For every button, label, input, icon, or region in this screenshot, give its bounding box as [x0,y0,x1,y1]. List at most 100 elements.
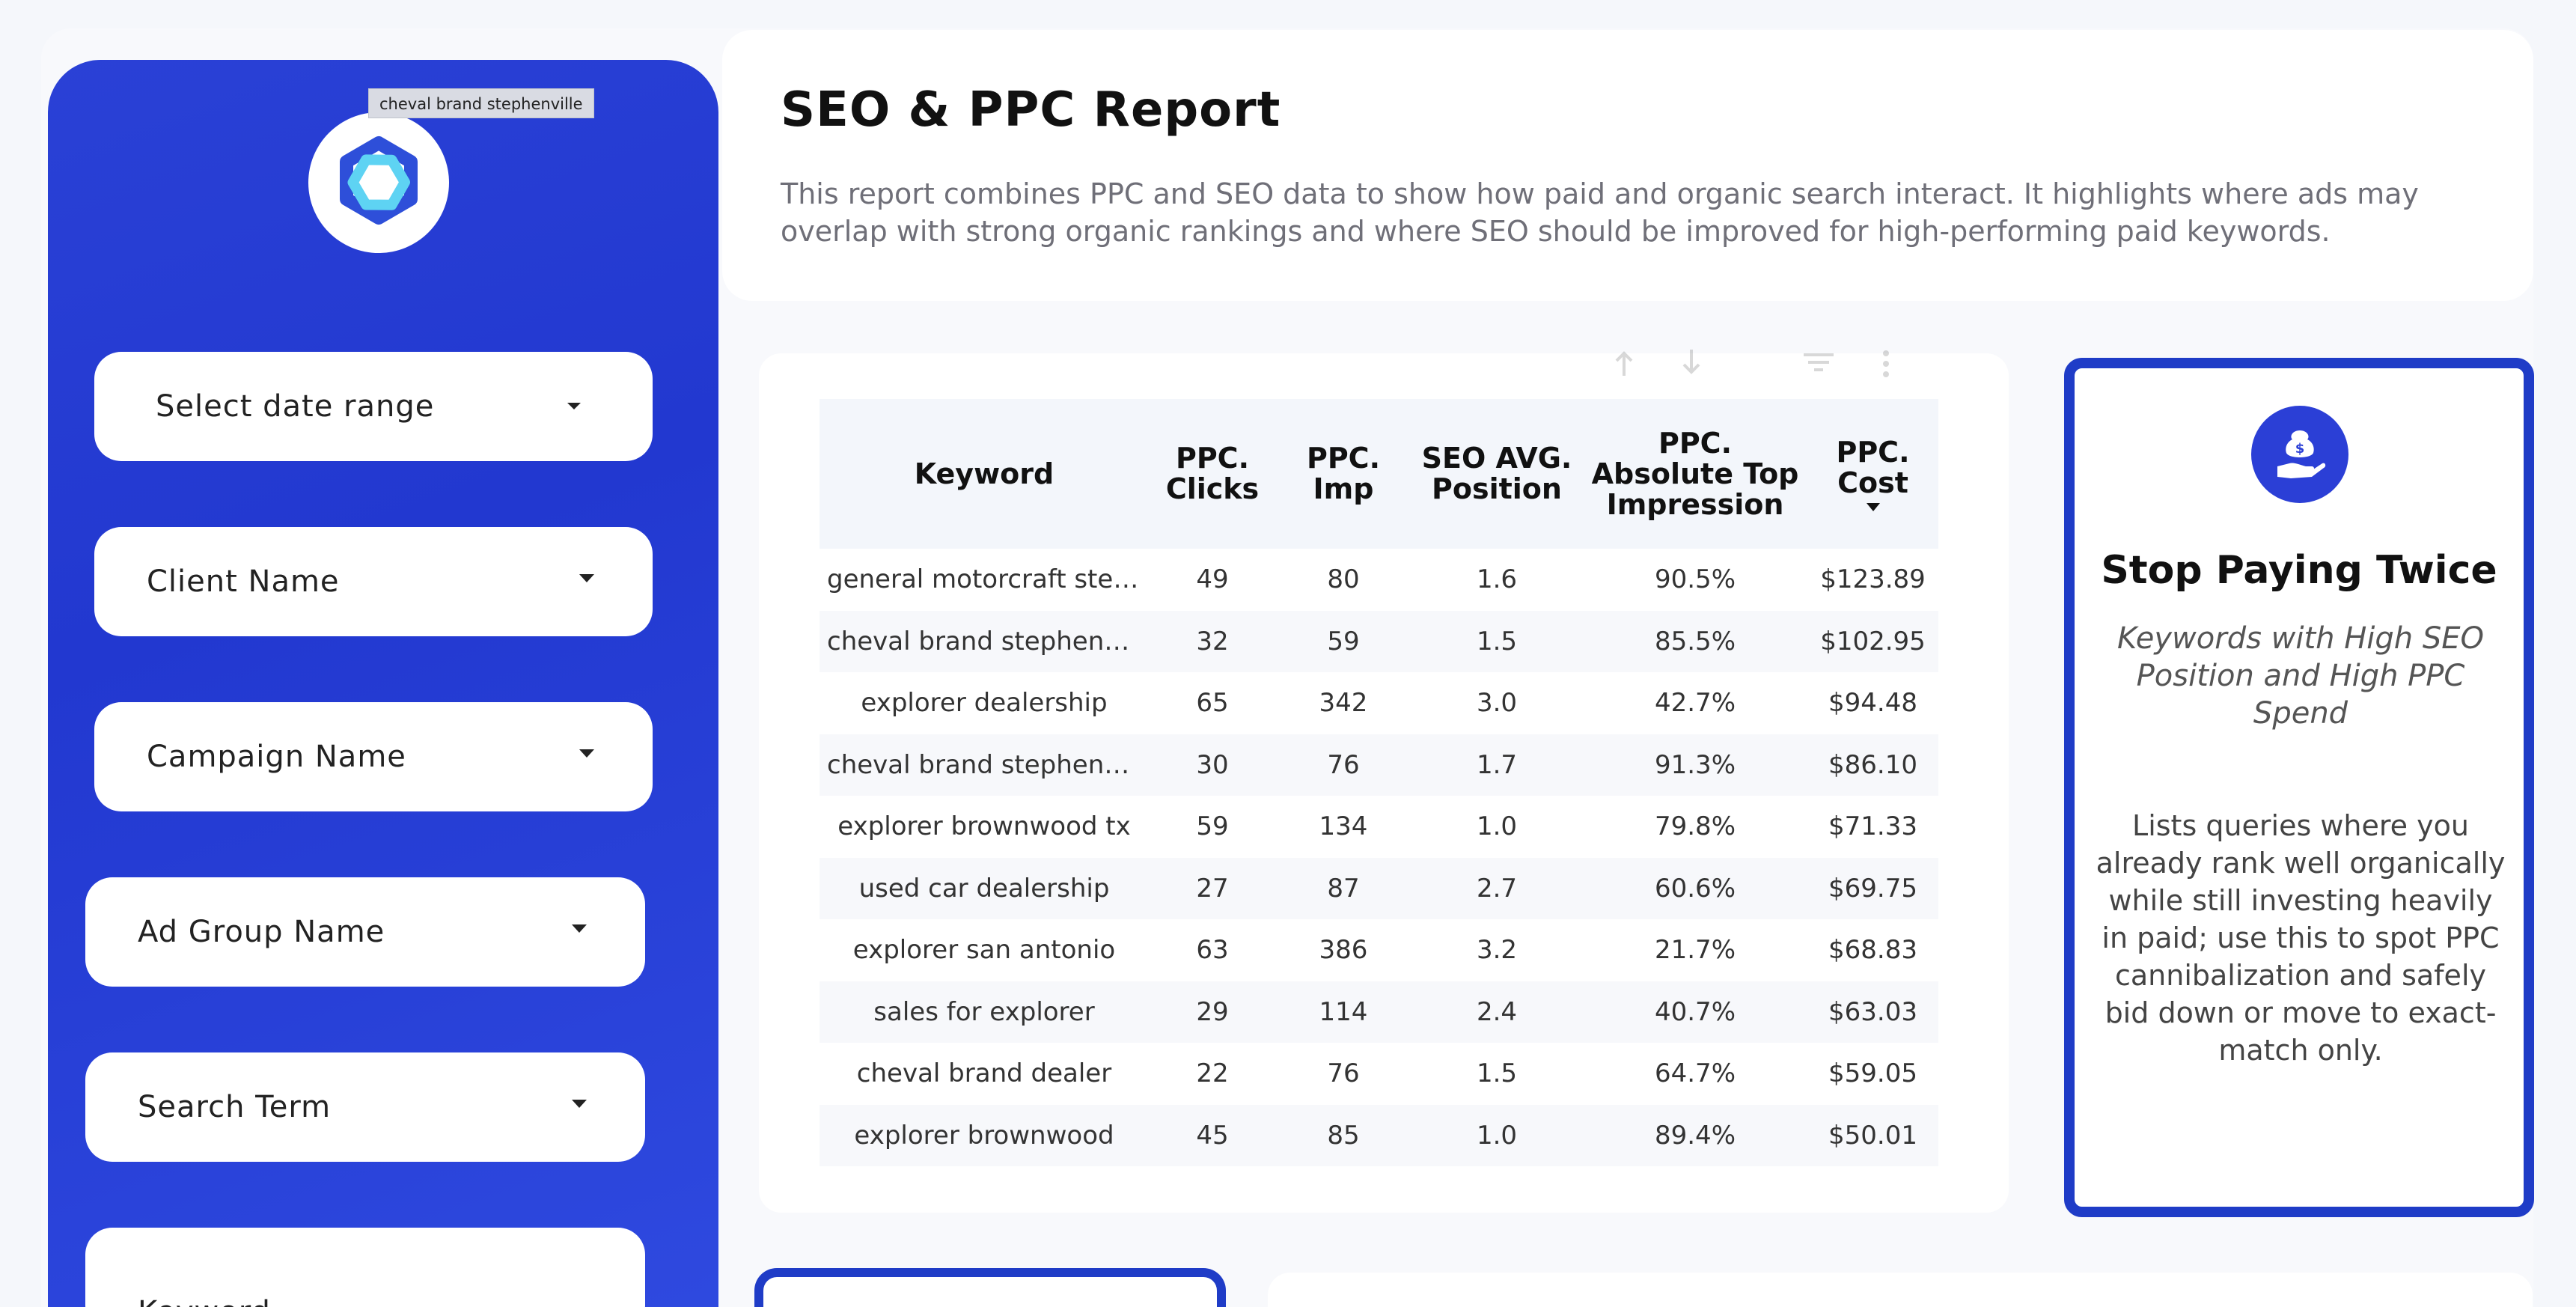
cell-seo-avg-position: 1.7 [1476,749,1518,780]
logo [308,112,449,253]
cell-ppc-imp: 80 [1327,564,1360,595]
table-row[interactable]: explorer brownwood tx 59 134 1.0 79.8% $71.33 [820,796,1938,858]
col-ppc-cost[interactable]: PPC. Cost [1807,399,1938,549]
cell-ppc-imp: 76 [1327,1058,1360,1089]
cell-seo-avg-position: 1.6 [1476,564,1518,595]
bottom-card-left [754,1268,1226,1307]
cell-ppc-abs-top: 64.7% [1654,1058,1736,1089]
table-row[interactable]: general motorcraft step... 49 80 1.6 90.5% $1… [820,549,1938,611]
cell-ppc-imp: 114 [1319,996,1368,1027]
date-range-select[interactable]: Select date range [94,352,653,461]
insight-body: Lists queries where you already rank wel… [2096,809,2506,1067]
cell-seo-avg-position: 1.0 [1476,811,1518,842]
table-row[interactable]: sales for explorer 29 114 2.4 40.7% $63.03 [820,981,1938,1043]
cell-ppc-clicks: 27 [1196,873,1229,904]
cell-ppc-clicks: 65 [1196,688,1229,719]
cell-ppc-clicks: 29 [1196,996,1229,1027]
cell-ppc-cost: $123.89 [1820,564,1926,595]
table-row[interactable]: cheval brand stephenvil... 30 76 1.7 91.3% $8… [820,734,1938,796]
client-name-label: Client Name [147,564,340,599]
cell-ppc-imp: 76 [1327,749,1360,780]
cell-seo-avg-position: 1.5 [1476,626,1518,656]
sort-desc-icon [1866,502,1880,511]
insight-subtitle: Keywords with High SEO Position and High… [2116,621,2485,731]
cell-keyword: explorer san antonio [852,935,1116,966]
table-toolbar-icons[interactable] [1609,346,1908,383]
table-row[interactable]: cheval brand stephenvil... 32 59 1.5 85.5% $1… [820,610,1938,672]
cell-keyword: explorer brownwood tx [837,811,1131,842]
keyword-select[interactable]: Keyword [85,1228,645,1307]
table-row[interactable]: explorer dealership 65 342 3.0 42.7% $94.48 [820,672,1938,734]
cell-keyword: explorer dealership [861,688,1108,719]
campaign-name-select[interactable]: Campaign Name [94,702,653,811]
cell-ppc-imp: 59 [1327,626,1360,656]
cell-ppc-abs-top: 89.4% [1654,1120,1736,1151]
cell-ppc-abs-top: 85.5% [1654,626,1736,656]
chevron-down-icon [567,403,581,409]
table-header-row: Keyword PPC. Clicks PPC. Imp SEO AVG. Po… [820,399,1938,549]
cell-keyword: cheval brand dealer [856,1058,1112,1089]
table-card [759,353,2009,1213]
cell-ppc-abs-top: 90.5% [1654,564,1736,595]
header-card [722,30,2533,301]
cell-ppc-clicks: 32 [1196,626,1229,656]
cell-ppc-clicks: 45 [1196,1120,1229,1151]
page-description: This report combines PPC and SEO data to… [781,177,2419,248]
keyword-table: Keyword PPC. Clicks PPC. Imp SEO AVG. Po… [820,399,1938,1166]
col-ppc-cost-label: PPC. Cost [1836,435,1910,499]
col-ppc-absolute-top-impression[interactable]: PPC. Absolute Top Impression [1591,426,1799,521]
cell-ppc-cost: $94.48 [1828,688,1917,719]
cell-ppc-imp: 342 [1319,688,1368,719]
cell-keyword: cheval brand stephenvil... [827,626,1149,656]
col-keyword[interactable]: Keyword [914,457,1054,490]
cell-ppc-cost: $69.75 [1828,873,1917,904]
cell-ppc-cost: $59.05 [1828,1058,1917,1089]
ad-group-name-select[interactable]: Ad Group Name [85,877,645,987]
cell-ppc-cost: $63.03 [1828,996,1917,1027]
table-row[interactable]: cheval brand dealer 22 76 1.5 64.7% $59.05 [820,1043,1938,1105]
client-name-select[interactable]: Client Name [94,527,653,636]
campaign-name-label: Campaign Name [147,740,406,774]
page-title: SEO & PPC Report [781,82,1281,138]
cell-keyword: general motorcraft step... [827,564,1149,595]
cell-ppc-clicks: 49 [1196,564,1229,595]
insight-title: Stop Paying Twice [2101,548,2497,593]
cell-ppc-abs-top: 91.3% [1654,749,1736,780]
cell-seo-avg-position: 2.4 [1476,996,1518,1027]
table-row[interactable]: explorer brownwood 45 85 1.0 89.4% $50.01 [820,1104,1938,1166]
cell-seo-avg-position: 1.5 [1476,1058,1518,1089]
cell-ppc-clicks: 30 [1196,749,1229,780]
cell-keyword: sales for explorer [873,996,1095,1027]
cell-seo-avg-position: 2.7 [1476,873,1518,904]
chevron-down-icon [579,749,594,758]
table-row[interactable]: explorer san antonio 63 386 3.2 21.7% $68.83 [820,919,1938,981]
cell-ppc-abs-top: 60.6% [1654,873,1736,904]
cell-ppc-clicks: 63 [1196,935,1229,966]
search-term-label: Search Term [138,1090,332,1124]
col-ppc-clicks[interactable]: PPC. Clicks [1165,442,1260,505]
date-range-label: Select date range [156,389,435,424]
cell-ppc-abs-top: 79.8% [1654,811,1736,842]
cell-ppc-cost: $68.83 [1828,935,1917,966]
money-hand-icon: $ [2251,406,2348,503]
cell-ppc-imp: 386 [1319,935,1368,966]
cell-keyword: cheval brand stephenvil... [827,749,1149,780]
svg-text:$: $ [2295,441,2305,457]
search-term-select[interactable]: Search Term [85,1052,645,1162]
cell-seo-avg-position: 3.0 [1476,688,1518,719]
hexagon-logo-icon [340,136,418,225]
table-row[interactable]: used car dealership 27 87 2.7 60.6% $69.75 [820,857,1938,919]
keyword-label: Keyword [138,1295,271,1307]
cell-ppc-cost: $50.01 [1828,1120,1917,1151]
cell-ppc-clicks: 22 [1196,1058,1229,1089]
keyword-tooltip: cheval brand stephenville [368,88,594,118]
cell-ppc-cost: $86.10 [1828,749,1917,780]
cell-seo-avg-position: 1.0 [1476,1120,1518,1151]
cell-seo-avg-position: 3.2 [1476,935,1518,966]
col-seo-avg-position[interactable]: SEO AVG. Position [1421,442,1572,505]
cell-ppc-clicks: 59 [1196,811,1229,842]
cell-ppc-abs-top: 42.7% [1654,688,1736,719]
cell-ppc-abs-top: 40.7% [1654,996,1736,1027]
cell-ppc-imp: 87 [1327,873,1360,904]
col-ppc-imp[interactable]: PPC. Imp [1306,442,1381,505]
